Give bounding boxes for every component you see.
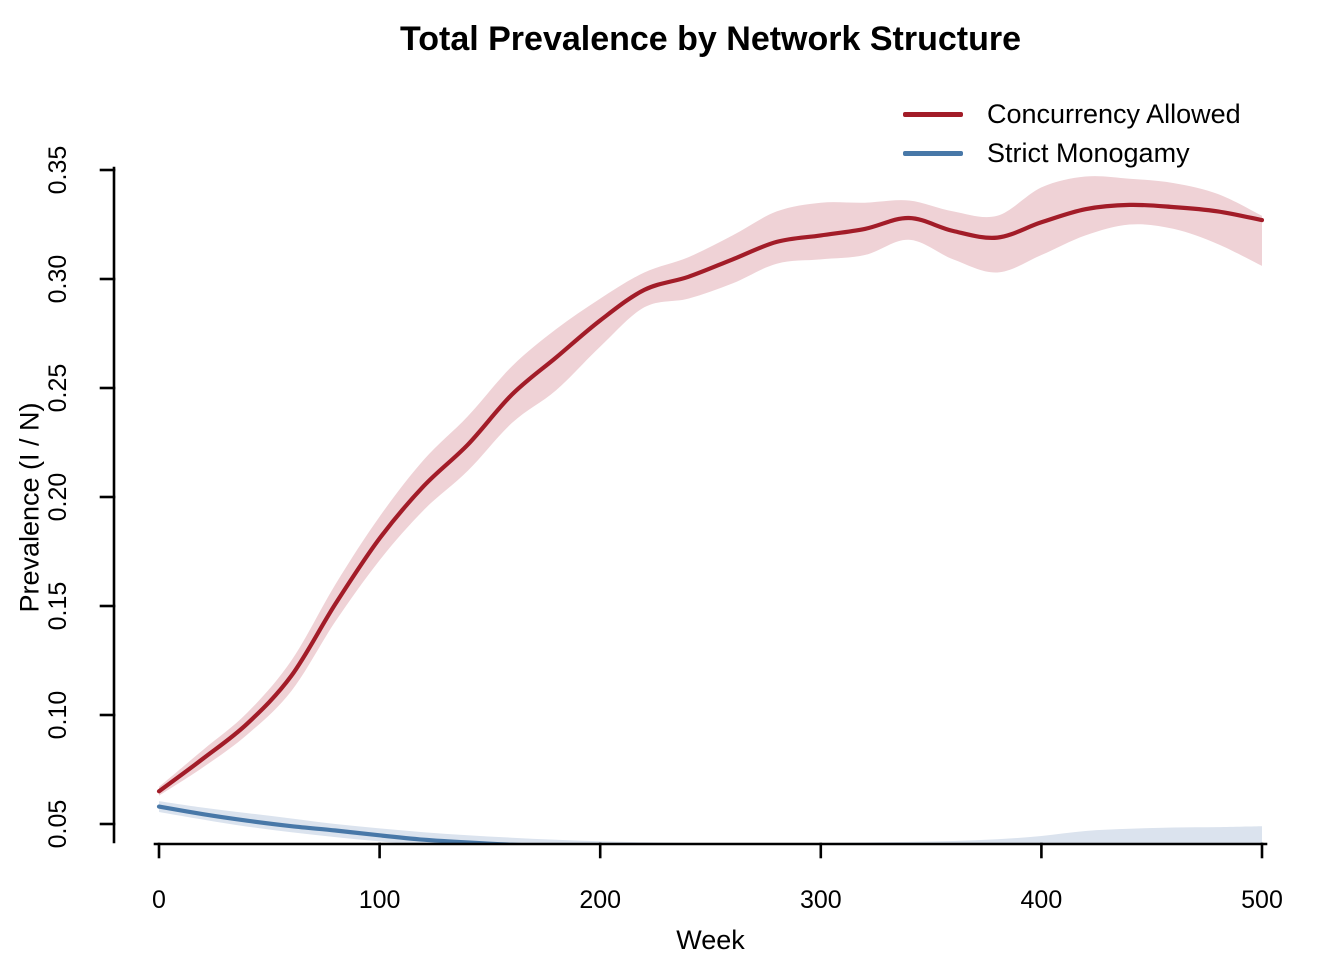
y-tick-label: 0.35: [44, 146, 72, 195]
x-tick-label: 500: [1241, 886, 1283, 914]
legend-item-monogamy: Strict Monogamy: [903, 134, 1241, 173]
x-tick-label: 300: [800, 886, 842, 914]
x-tick-label: 0: [152, 886, 166, 914]
legend-label: Strict Monogamy: [987, 138, 1190, 168]
line-1: [156, 804, 546, 844]
axes: [99, 166, 1268, 859]
tick-labels: 0 100 200 300 400 500 0.05 0.10 0.15 0.20 0.25 0.30…: [44, 146, 1283, 914]
line-0: [156, 202, 1264, 794]
x-tick-label: 100: [359, 886, 401, 914]
y-tick-label: 0.25: [44, 364, 72, 413]
x-tick-label: 200: [579, 886, 621, 914]
legend: Concurrency Allowed Strict Monogamy: [903, 95, 1241, 173]
chart-title: Total Prevalence by Network Structure: [399, 20, 1021, 58]
y-tick-label: 0.10: [44, 691, 72, 740]
y-tick-label: 0.15: [44, 582, 72, 631]
series-lines: [156, 202, 1264, 844]
y-axis-label: Prevalence (I / N): [14, 402, 45, 613]
band-1: [159, 801, 1262, 844]
x-tick-label: 400: [1021, 886, 1063, 914]
legend-item-concurrency: Concurrency Allowed: [903, 95, 1241, 134]
y-tick-label: 0.20: [44, 473, 72, 522]
legend-line-swatch-red: [903, 112, 963, 117]
legend-label: Concurrency Allowed: [987, 99, 1241, 129]
confidence-bands: [159, 176, 1262, 844]
x-axis-label: Week: [676, 925, 745, 955]
y-tick-label: 0.30: [44, 255, 72, 304]
y-tick-label: 0.05: [44, 800, 72, 849]
legend-line-swatch-blue: [903, 151, 963, 156]
